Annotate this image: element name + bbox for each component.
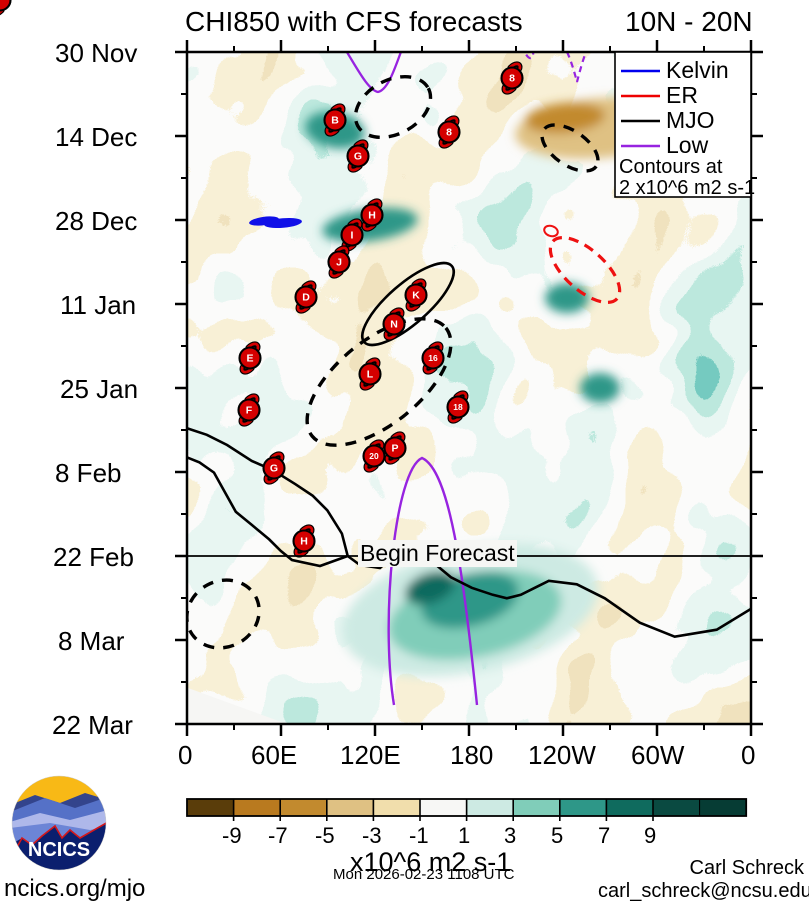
svg-text:E: E [246,353,253,365]
svg-text:20: 20 [369,451,379,461]
svg-text:H: H [300,536,308,548]
svg-text:F: F [246,405,253,417]
svg-text:8: 8 [446,127,452,139]
svg-text:P: P [391,443,398,455]
svg-text:H: H [368,210,376,222]
svg-text:N: N [390,319,398,331]
svg-text:16: 16 [428,353,438,363]
svg-text:L: L [367,369,374,381]
svg-text:NCICS: NCICS [28,839,90,861]
svg-text:8: 8 [509,73,515,85]
svg-text:I: I [351,230,354,242]
svg-text:K: K [412,290,420,302]
svg-text:B: B [331,115,339,127]
svg-text:D: D [302,292,310,304]
svg-text:18: 18 [453,402,463,412]
svg-text:G: G [270,463,278,475]
svg-text:J: J [336,257,342,269]
svg-text:G: G [354,151,362,163]
